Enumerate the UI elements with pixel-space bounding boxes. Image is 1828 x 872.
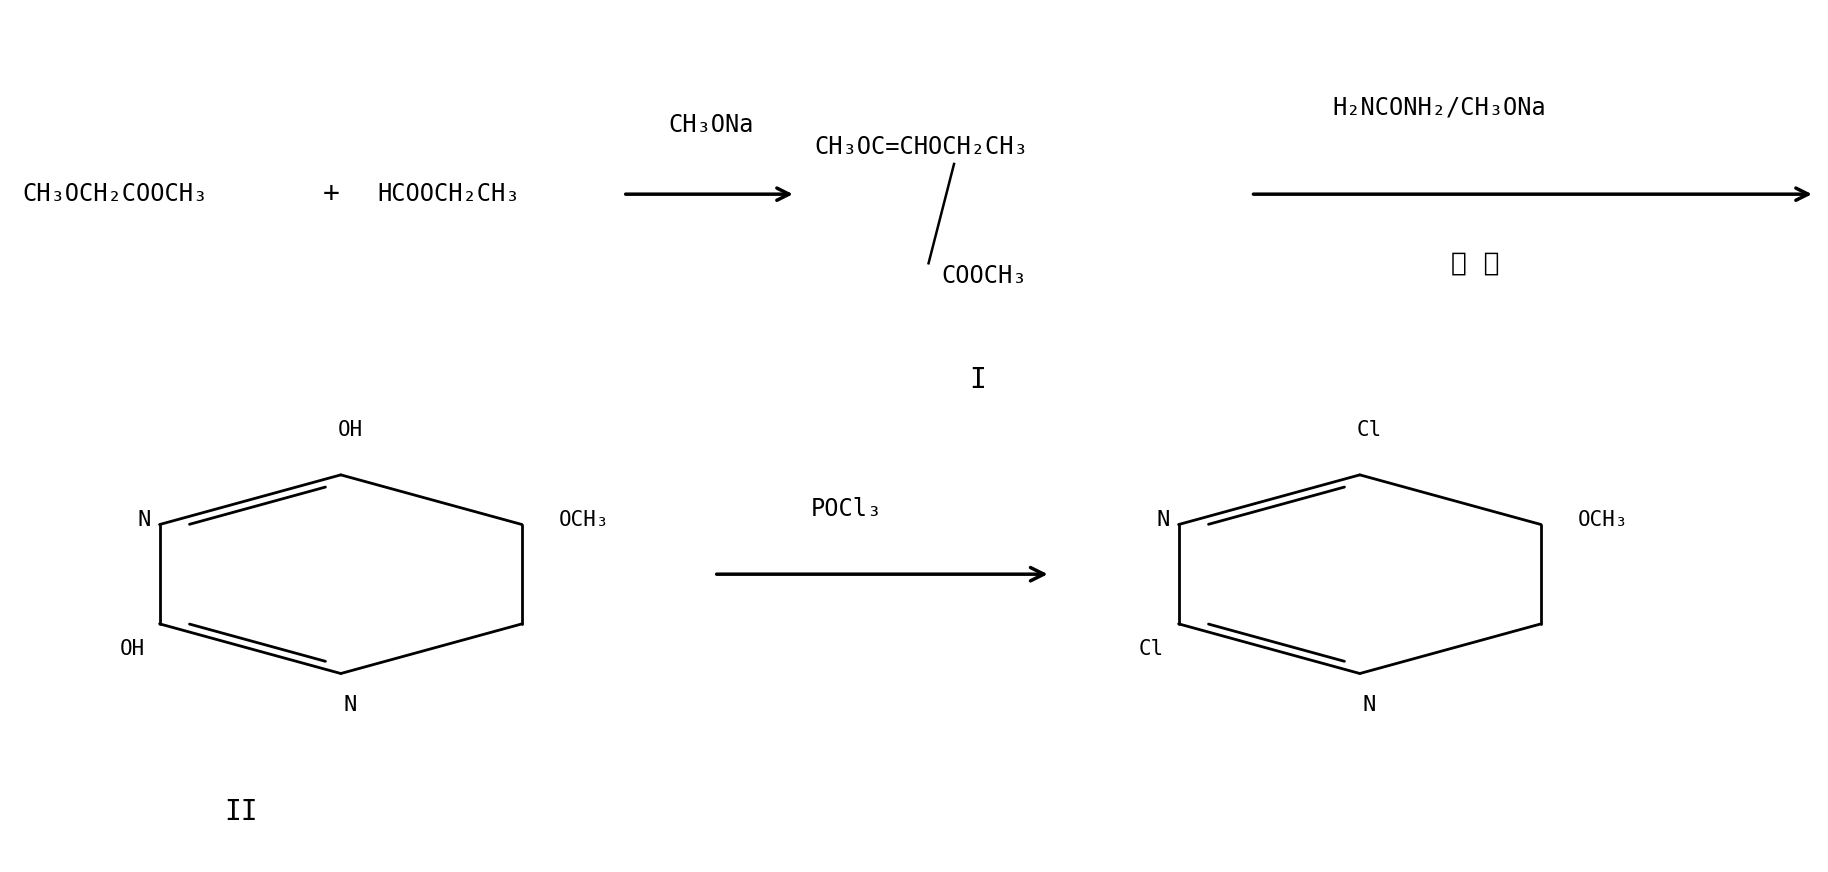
Text: OH: OH: [121, 639, 144, 659]
Text: COOCH₃: COOCH₃: [941, 264, 1027, 289]
Text: OH: OH: [338, 420, 362, 440]
Text: 甲  醇: 甲 醇: [1451, 250, 1499, 276]
Text: +: +: [322, 181, 340, 208]
Text: N: N: [137, 510, 150, 530]
Text: HCOOCH₂CH₃: HCOOCH₂CH₃: [377, 182, 519, 206]
Text: Cl: Cl: [1356, 420, 1382, 440]
Text: N: N: [344, 695, 356, 715]
Text: N: N: [1362, 695, 1376, 715]
Text: OCH₃: OCH₃: [1578, 510, 1629, 530]
Text: II: II: [225, 798, 258, 826]
Text: CH₃ONa: CH₃ONa: [669, 113, 753, 137]
Text: I: I: [969, 366, 985, 394]
Text: CH₃OCH₂COOCH₃: CH₃OCH₂COOCH₃: [22, 182, 208, 206]
Text: CH₃OC=CHOCH₂CH₃: CH₃OC=CHOCH₂CH₃: [813, 134, 1027, 159]
Text: POCl₃: POCl₃: [810, 497, 881, 521]
Text: OCH₃: OCH₃: [558, 510, 609, 530]
Text: H₂NCONH₂/CH₃ONa: H₂NCONH₂/CH₃ONa: [1333, 96, 1546, 119]
Text: N: N: [1155, 510, 1170, 530]
Text: Cl: Cl: [1139, 639, 1164, 659]
